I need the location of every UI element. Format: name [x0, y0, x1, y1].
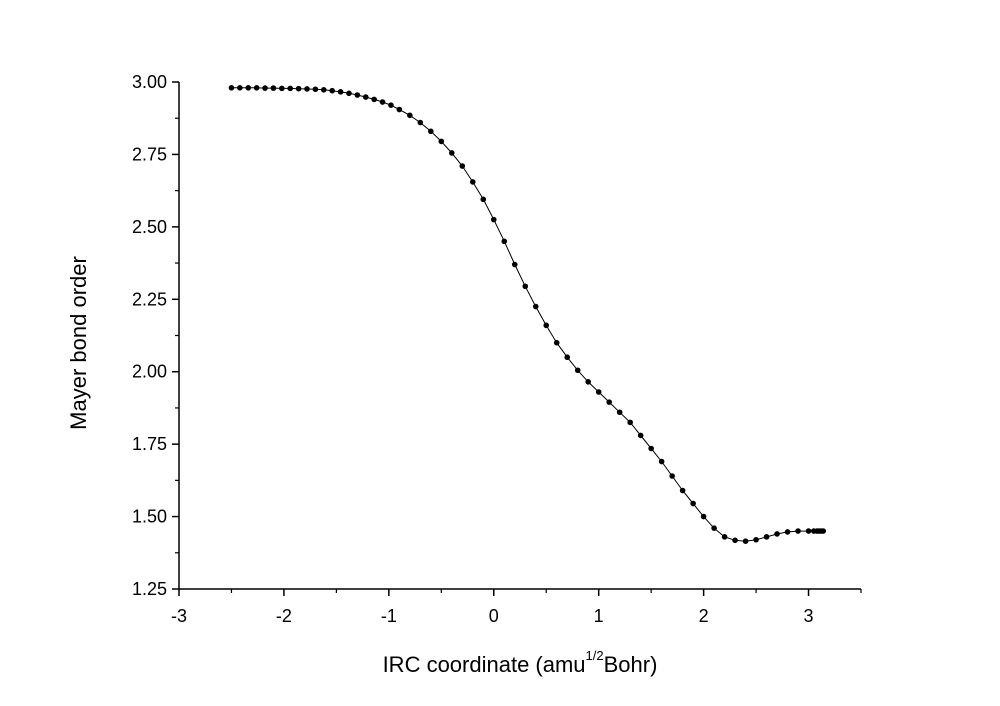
data-point: [763, 534, 770, 540]
data-point: [595, 389, 602, 395]
x-tick-label: -2: [276, 606, 292, 626]
x-tick-label: 0: [489, 606, 499, 626]
data-point: [616, 409, 623, 416]
data-point: [279, 85, 285, 92]
data-point: [658, 458, 665, 465]
data-point: [371, 96, 377, 103]
x-tick-label: 1: [594, 606, 604, 626]
series: [228, 84, 827, 544]
data-point: [784, 529, 791, 535]
x-tick-label: 2: [699, 606, 709, 626]
data-point: [795, 528, 801, 534]
data-point: [459, 163, 466, 169]
data-point: [262, 85, 268, 91]
y-tick-label: 2.75: [132, 144, 167, 164]
data-point: [287, 85, 294, 92]
data-point: [501, 238, 508, 245]
data-point: [522, 283, 529, 290]
y-tick-label: 2.50: [132, 217, 167, 237]
data-point: [820, 528, 827, 534]
data-point: [379, 99, 386, 105]
series-line: [231, 87, 824, 542]
x-axis-title-main: IRC coordinate (amu: [383, 652, 586, 677]
data-point: [690, 500, 696, 507]
data-point: [511, 261, 518, 268]
x-axis-title: IRC coordinate (amu1/2Bohr): [383, 648, 658, 677]
data-point: [532, 303, 539, 310]
data-point: [753, 536, 759, 543]
data-point: [295, 85, 302, 92]
y-tick-label: 1.75: [132, 434, 167, 454]
y-tick-label: 2.00: [132, 362, 167, 382]
data-point: [585, 379, 591, 385]
data-point: [732, 537, 738, 544]
data-point: [711, 525, 717, 531]
data-point: [407, 112, 413, 119]
data-point: [362, 94, 369, 100]
data-point: [253, 84, 260, 91]
data-point: [396, 106, 403, 113]
data-point: [679, 487, 686, 494]
data-point: [438, 138, 445, 145]
data-point: [354, 92, 361, 98]
data-point: [805, 528, 812, 534]
data-point: [574, 367, 581, 374]
data-point: [270, 85, 277, 91]
data-point: [490, 216, 497, 223]
data-point: [228, 84, 235, 91]
x-tick-label: -3: [171, 606, 187, 626]
data-point: [320, 87, 327, 93]
data-point: [417, 119, 424, 126]
y-tick-label: 3.00: [132, 72, 167, 92]
data-point: [721, 534, 728, 540]
data-point: [606, 399, 612, 405]
x-axis-title-sup: 1/2: [586, 648, 604, 663]
data-point: [388, 102, 394, 108]
x-axis-title-tail: Bohr): [604, 652, 658, 677]
plot-area: [178, 82, 861, 590]
data-point: [237, 84, 243, 91]
data-point: [564, 354, 571, 361]
y-axis-title: Mayer bond order: [66, 256, 91, 430]
data-point: [669, 473, 675, 479]
y-tick-label: 1.25: [132, 579, 167, 599]
data-point: [449, 150, 455, 156]
data-point: [329, 87, 335, 94]
data-point: [469, 179, 476, 185]
data-point: [553, 339, 560, 346]
x-ticks: -3 -2 -1 0 1 2 3: [171, 589, 862, 626]
y-tick-label: 2.25: [132, 289, 167, 309]
y-tick-label: 1.50: [132, 507, 167, 527]
data-point: [304, 86, 310, 92]
data-point: [774, 531, 780, 537]
data-point: [742, 538, 749, 544]
x-tick-label: 3: [804, 606, 814, 626]
data-point: [337, 89, 344, 95]
data-point: [428, 128, 434, 135]
data-point: [627, 419, 633, 426]
x-tick-label: -1: [381, 606, 397, 626]
data-point: [480, 196, 487, 203]
data-point: [312, 86, 319, 93]
data-point: [648, 445, 654, 452]
y-ticks: 1.25 1.50 1.75 2.00 2.25 2.50 2.75 3.00: [132, 72, 179, 599]
data-point: [245, 84, 252, 91]
data-point: [346, 90, 352, 97]
data-point: [637, 432, 644, 439]
data-point: [543, 322, 550, 329]
data-point: [700, 513, 707, 520]
